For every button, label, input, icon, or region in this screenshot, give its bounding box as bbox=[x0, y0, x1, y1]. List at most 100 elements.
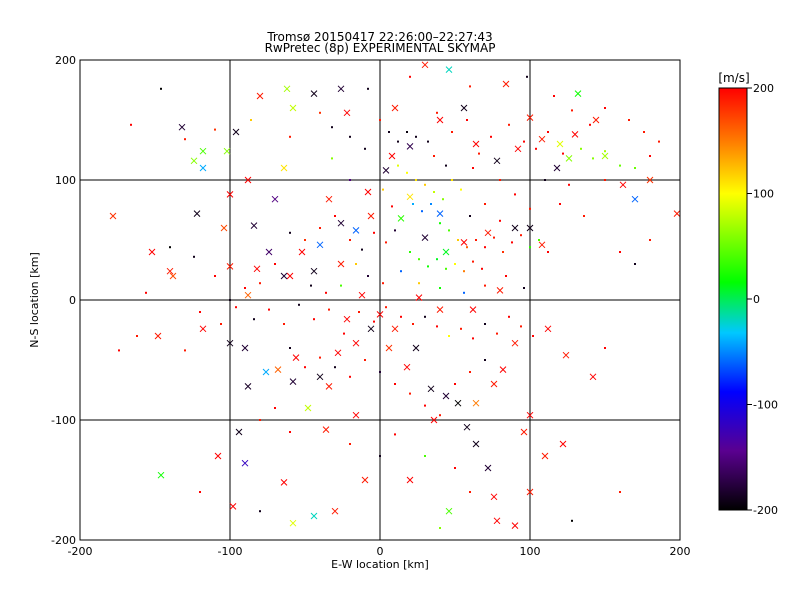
data-point-cross bbox=[274, 366, 282, 373]
data-point-cross bbox=[244, 176, 252, 184]
data-point-dot bbox=[130, 123, 132, 126]
data-point-dot bbox=[274, 407, 276, 409]
data-point-dot bbox=[229, 299, 231, 301]
data-point-cross bbox=[436, 306, 444, 313]
data-point-dot bbox=[397, 164, 399, 167]
data-point-dot bbox=[604, 150, 606, 153]
data-point-dot bbox=[499, 219, 501, 222]
data-point-cross bbox=[406, 143, 414, 150]
data-point-cross bbox=[325, 195, 333, 203]
data-point-cross bbox=[289, 519, 297, 527]
data-point-cross bbox=[412, 344, 420, 352]
data-point-cross bbox=[445, 66, 453, 73]
data-point-cross bbox=[148, 248, 156, 256]
data-point-dot bbox=[283, 323, 285, 325]
data-point-dot bbox=[289, 135, 291, 138]
data-point-cross bbox=[280, 164, 288, 172]
data-point-cross bbox=[223, 147, 231, 155]
data-point-dot bbox=[460, 188, 462, 191]
data-point-dot bbox=[136, 335, 138, 337]
data-point-dot bbox=[469, 491, 471, 493]
data-point-dot bbox=[424, 404, 426, 407]
data-point-dot bbox=[304, 239, 306, 241]
data-point-dot bbox=[592, 157, 594, 160]
data-point-dot bbox=[400, 270, 402, 273]
data-point-cross bbox=[244, 383, 252, 390]
data-point-cross bbox=[214, 452, 222, 460]
data-point-cross bbox=[397, 215, 405, 222]
data-point-dot bbox=[454, 263, 456, 265]
data-point-cross bbox=[631, 195, 639, 203]
data-point-dot bbox=[571, 109, 573, 112]
data-point-dot bbox=[169, 246, 171, 249]
data-point-cross bbox=[316, 373, 324, 381]
data-point-dot bbox=[349, 443, 351, 445]
data-point-dot bbox=[373, 320, 375, 323]
data-point-dot bbox=[451, 131, 453, 133]
data-point-cross bbox=[406, 476, 414, 484]
data-point-cross bbox=[514, 145, 522, 153]
data-point-cross bbox=[592, 116, 600, 124]
data-point-dot bbox=[268, 308, 270, 311]
data-point-dot bbox=[412, 323, 414, 325]
data-point-dot bbox=[571, 519, 573, 522]
data-point-dot bbox=[436, 258, 438, 261]
data-point-cross bbox=[559, 440, 567, 448]
data-point-dot bbox=[349, 179, 351, 181]
data-point-dot bbox=[484, 323, 486, 325]
chart-title: Tromsø 20150417 22:26:00–22:27:43 bbox=[266, 30, 492, 44]
data-point-dot bbox=[349, 135, 351, 138]
x-tick-label: -200 bbox=[68, 545, 93, 558]
data-point-dot bbox=[382, 282, 384, 285]
data-points bbox=[109, 61, 680, 529]
data-point-cross bbox=[310, 267, 318, 275]
data-point-cross bbox=[289, 104, 297, 112]
data-point-cross bbox=[490, 493, 498, 501]
data-point-dot bbox=[589, 123, 591, 126]
data-point-dot bbox=[472, 337, 474, 340]
data-point-dot bbox=[391, 205, 393, 208]
data-point-cross bbox=[169, 272, 177, 280]
data-point-cross bbox=[298, 248, 306, 256]
data-point-cross bbox=[562, 351, 570, 359]
data-point-cross bbox=[460, 239, 468, 246]
data-point-dot bbox=[508, 315, 510, 318]
data-point-dot bbox=[475, 239, 477, 241]
data-point-dot bbox=[319, 227, 321, 229]
data-point-cross bbox=[337, 85, 345, 93]
data-point-dot bbox=[484, 246, 486, 249]
data-point-cross bbox=[343, 315, 351, 323]
data-point-dot bbox=[199, 311, 201, 313]
data-point-dot bbox=[514, 193, 516, 196]
data-point-dot bbox=[559, 203, 561, 205]
data-point-cross bbox=[226, 339, 234, 347]
data-point-cross bbox=[496, 287, 504, 294]
x-tick-label: 0 bbox=[377, 545, 384, 558]
data-point-cross bbox=[157, 471, 165, 479]
data-point-cross bbox=[469, 306, 477, 313]
data-point-dot bbox=[466, 246, 468, 249]
data-point-cross bbox=[244, 291, 252, 299]
data-point-dot bbox=[484, 284, 486, 287]
data-point-cross bbox=[289, 378, 297, 385]
data-point-dot bbox=[499, 179, 501, 181]
data-point-dot bbox=[445, 164, 447, 167]
data-point-dot bbox=[358, 311, 360, 313]
data-point-dot bbox=[526, 75, 528, 78]
data-point-dot bbox=[604, 107, 606, 109]
data-point-dot bbox=[529, 207, 531, 210]
data-point-cross bbox=[454, 399, 462, 407]
data-point-dot bbox=[289, 231, 291, 234]
data-point-dot bbox=[433, 155, 435, 157]
data-point-dot bbox=[118, 349, 120, 352]
data-point-dot bbox=[361, 248, 363, 251]
data-point-dot bbox=[535, 147, 537, 150]
colorbar-tick-label: 200 bbox=[753, 82, 774, 95]
data-point-cross bbox=[511, 339, 519, 347]
data-point-dot bbox=[505, 275, 507, 277]
data-point-dot bbox=[349, 375, 351, 378]
colorbar-tick-label: -200 bbox=[753, 504, 778, 517]
data-point-cross bbox=[337, 219, 345, 227]
data-point-dot bbox=[421, 210, 423, 213]
data-point-cross bbox=[382, 167, 390, 174]
